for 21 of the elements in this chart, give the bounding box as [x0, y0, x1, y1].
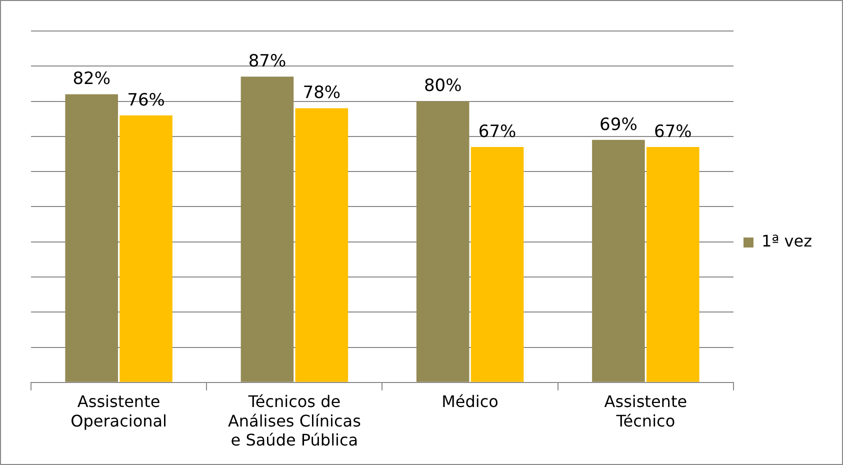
- data-label: 69%: [600, 114, 638, 135]
- data-label: 76%: [127, 90, 165, 110]
- bar: [65, 94, 118, 382]
- bar: [416, 101, 470, 382]
- bar: [646, 146, 700, 382]
- data-label: 87%: [248, 52, 286, 72]
- bar: [470, 146, 524, 382]
- data-label: 67%: [654, 122, 692, 142]
- data-label: 78%: [302, 83, 341, 104]
- bar: [240, 76, 294, 382]
- x-tick-label: Assistente Técnico: [604, 392, 688, 430]
- legend-label: 1ª vez: [761, 232, 812, 251]
- data-label: 82%: [72, 69, 110, 90]
- bar: [592, 140, 645, 382]
- x-tick-label: Técnicos de Análises Clínicas e Saúde Pública: [228, 392, 361, 450]
- x-tick-label: Assistente Operacional: [70, 392, 168, 430]
- x-tick-label: Médico: [442, 392, 498, 412]
- bar: [120, 115, 172, 382]
- data-label: 67%: [478, 122, 516, 142]
- bar: [295, 108, 348, 382]
- data-label: 80%: [424, 76, 462, 96]
